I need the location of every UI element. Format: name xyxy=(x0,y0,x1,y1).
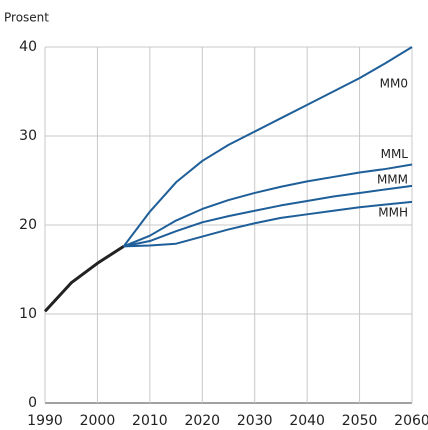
x-tick-label: 2060 xyxy=(394,413,428,429)
x-tick-label: 1990 xyxy=(27,413,63,429)
y-tick-label: 20 xyxy=(19,217,37,233)
x-tick-label: 2030 xyxy=(237,413,273,429)
x-tick-label: 2020 xyxy=(184,413,220,429)
x-tick-label: 2000 xyxy=(80,413,116,429)
x-tick-label: 2050 xyxy=(342,413,378,429)
y-axis-label: Prosent xyxy=(4,11,49,25)
y-tick-label: 10 xyxy=(19,306,37,322)
series-line xyxy=(43,245,125,313)
series-line xyxy=(123,184,413,248)
y-tick-label: 40 xyxy=(19,39,37,55)
y-tick-label: 0 xyxy=(28,395,37,411)
series-line xyxy=(123,163,413,248)
x-tick-label: 2040 xyxy=(289,413,325,429)
x-tick-label: 2010 xyxy=(132,413,168,429)
series-label: MML xyxy=(381,147,409,161)
series-line xyxy=(122,46,413,247)
series-label: MMM xyxy=(377,172,408,186)
y-tick-label: 30 xyxy=(19,128,37,144)
series-line xyxy=(123,200,413,248)
series-label: MMH xyxy=(378,205,408,219)
series-label: MM0 xyxy=(380,77,408,91)
